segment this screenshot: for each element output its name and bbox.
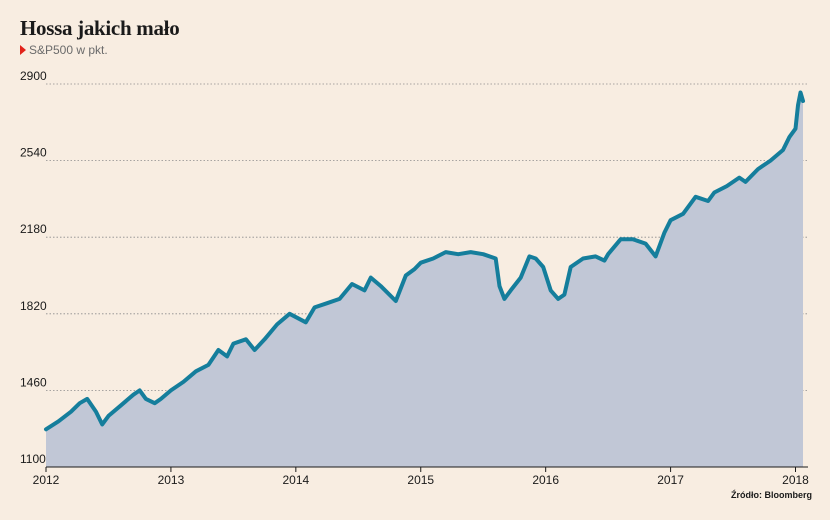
y-tick-label: 2900 xyxy=(20,69,47,83)
x-tick-label: 2015 xyxy=(407,473,434,487)
x-tick-label: 2016 xyxy=(532,473,559,487)
chart-subtitle: S&P500 w pkt. xyxy=(20,43,108,57)
axis-layer xyxy=(45,466,808,472)
x-tick-label: 2018 xyxy=(782,473,809,487)
subtitle-text: S&P500 w pkt. xyxy=(29,43,108,57)
x-tick-label: 2012 xyxy=(33,473,60,487)
area-layer xyxy=(44,90,805,467)
series-line xyxy=(44,90,805,432)
x-tick-label: 2013 xyxy=(158,473,185,487)
label-layer: 1100 1460 1820 2180 2540 2900 2012 2013 2014 2015… xyxy=(20,69,809,487)
y-tick-label: 1820 xyxy=(20,299,47,313)
y-tick-label: 2540 xyxy=(20,146,47,160)
x-tick-label: 2017 xyxy=(657,473,684,487)
y-tick-label: 2180 xyxy=(20,222,47,236)
y-tick-label: 1460 xyxy=(20,375,47,389)
subtitle-marker-icon xyxy=(20,45,26,55)
chart-title: Hossa jakich mało xyxy=(20,16,180,40)
y-tick-label: 1100 xyxy=(20,452,46,466)
series-area xyxy=(46,92,803,467)
source-note: Źródło: Bloomberg xyxy=(731,490,812,500)
x-tick-label: 2014 xyxy=(282,473,309,487)
